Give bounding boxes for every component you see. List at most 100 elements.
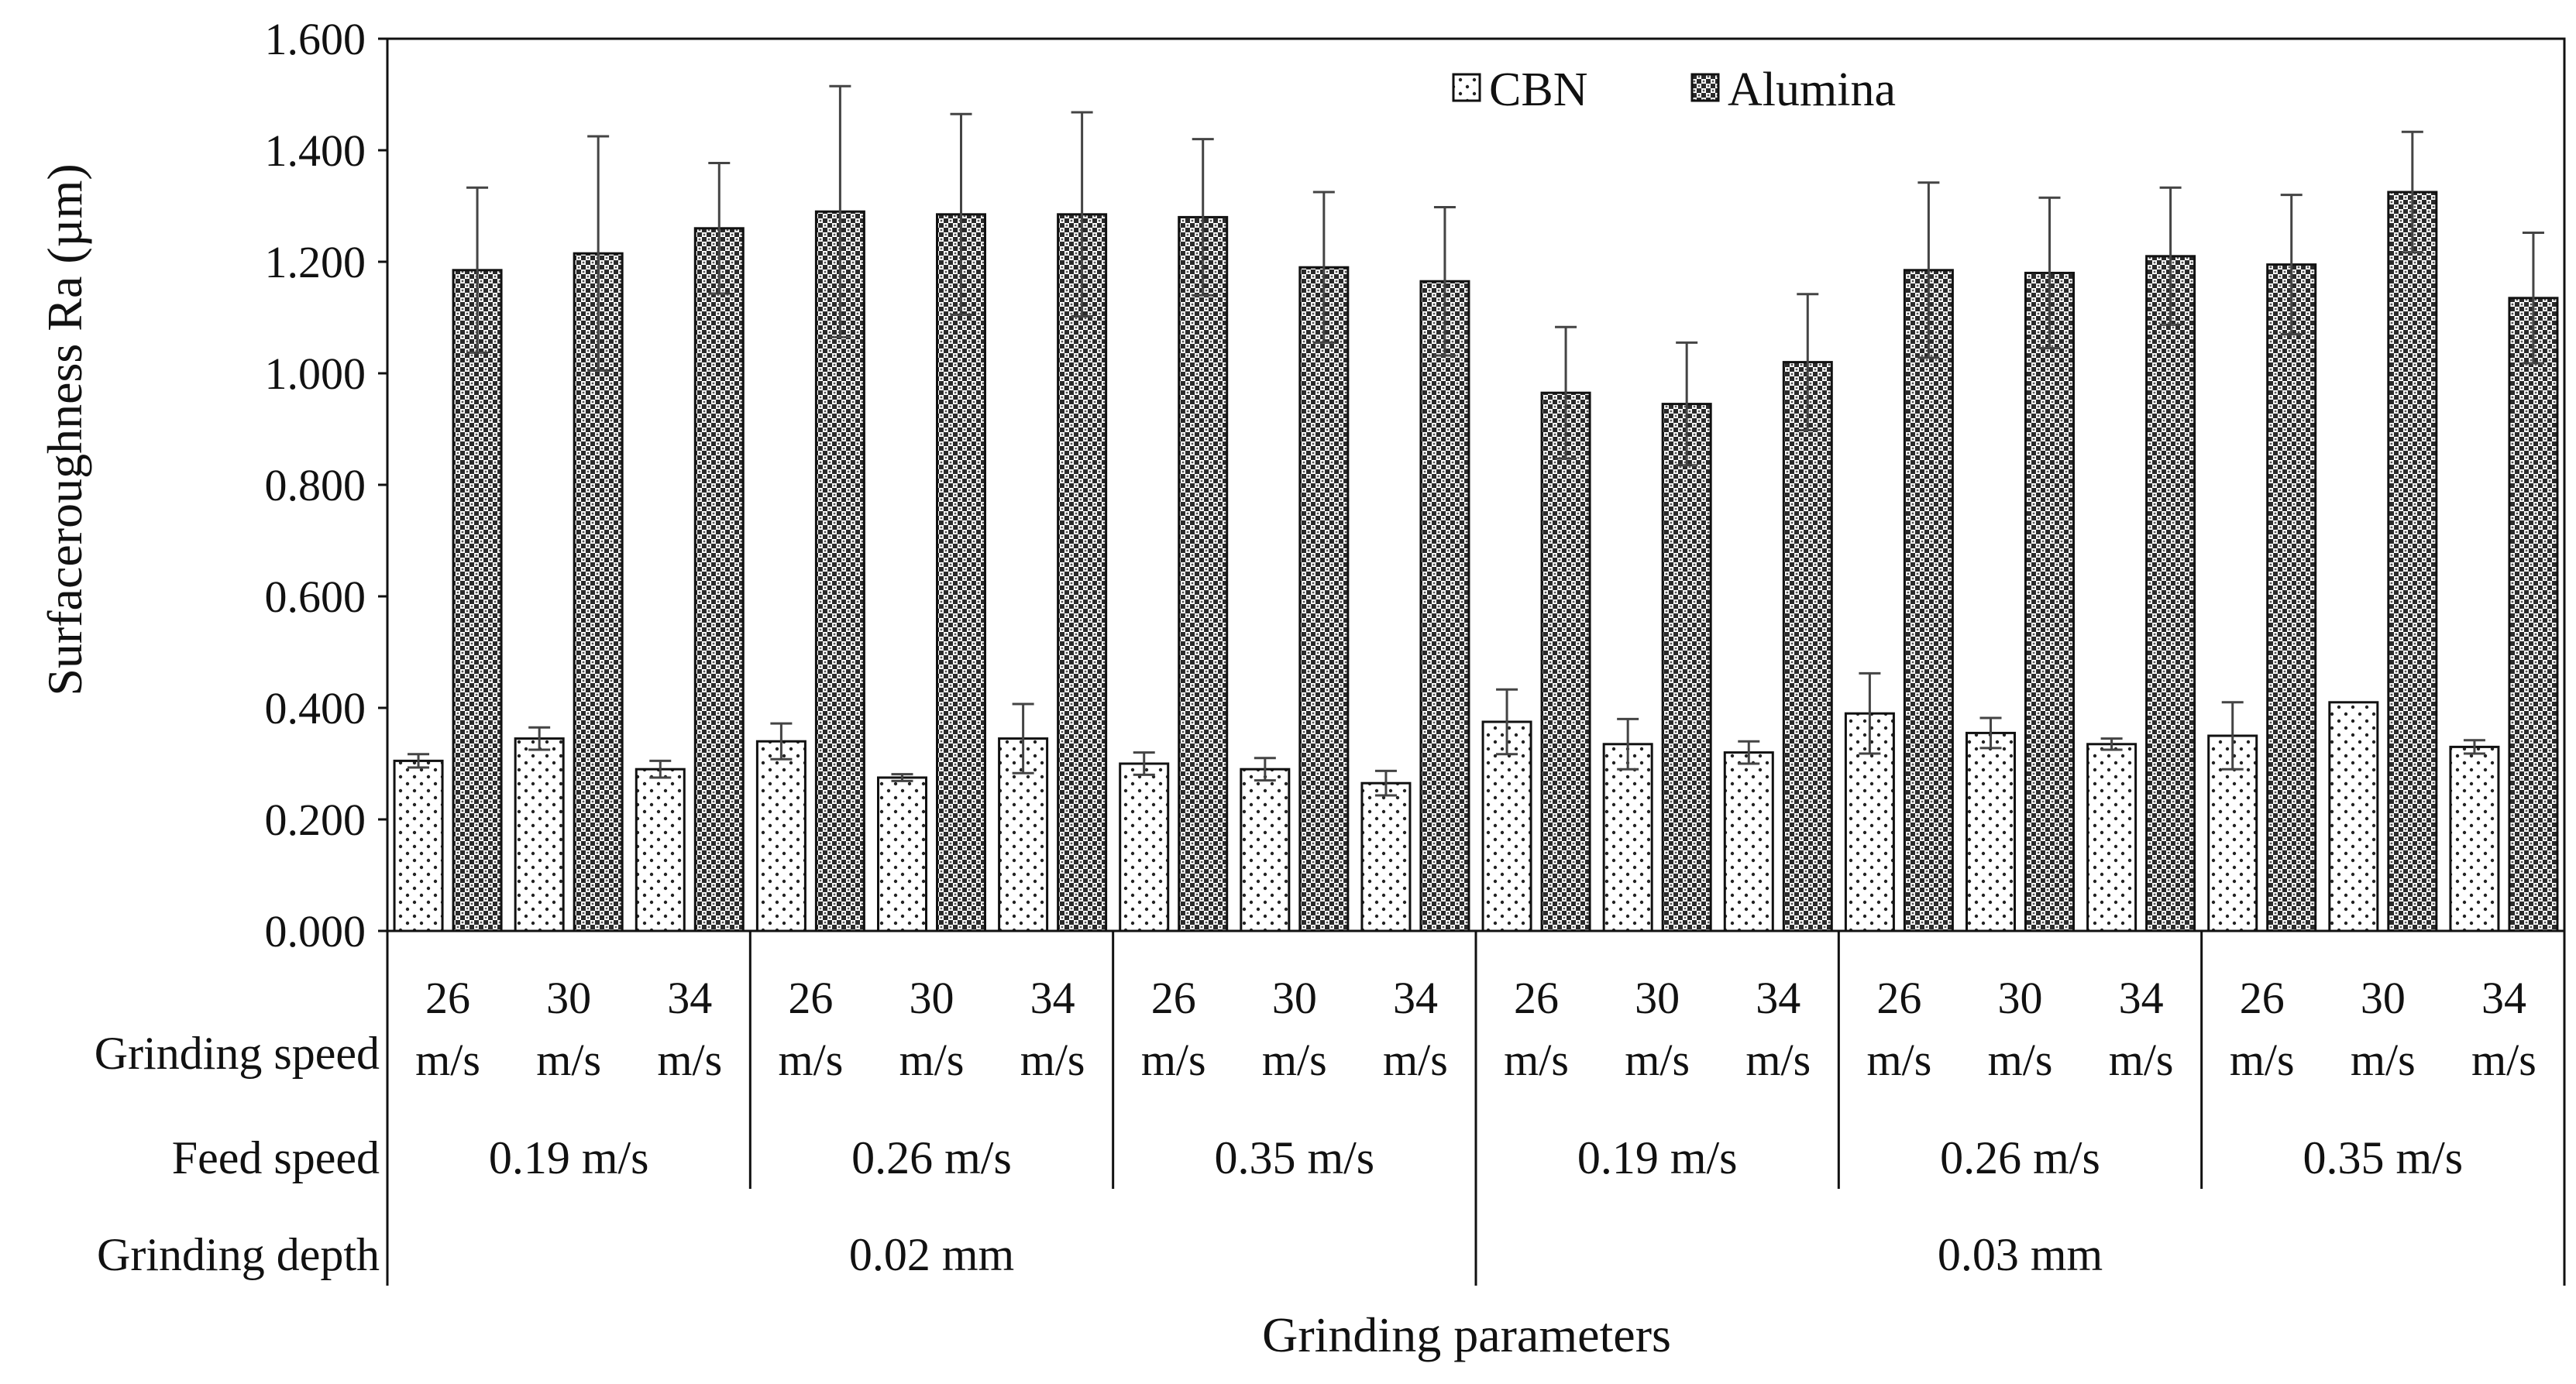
bar-cbn xyxy=(1966,731,2016,932)
grinding-speed-value: 30 xyxy=(1998,973,2043,1023)
grinding-speed-unit: m/s xyxy=(1625,1035,1690,1085)
bar-alumina xyxy=(1661,403,1712,932)
grinding-speed-value: 30 xyxy=(1272,973,1317,1023)
bar-cbn xyxy=(1602,743,1653,932)
grinding-speed-value: 34 xyxy=(2481,973,2526,1023)
grinding-speed-unit: m/s xyxy=(415,1035,480,1085)
y-tick-label: 1.000 xyxy=(265,349,366,399)
bar-alumina xyxy=(1903,269,1954,932)
y-tick-label: 0.000 xyxy=(265,906,366,956)
grinding-depth-value: 0.02 mm xyxy=(849,1229,1014,1280)
grinding-speed-value: 34 xyxy=(1756,973,1800,1023)
row-label-grinding-depth: Grinding depth xyxy=(97,1229,380,1280)
bar-cbn xyxy=(1240,768,1291,932)
grinding-speed-labels: 26 m/s 30 m/s 34 m/s 26 m/s 30 m/s 34 m/s 26 m/s 30 m/s… xyxy=(415,973,2536,1085)
grinding-depth-labels: 0.02 mm 0.03 mm xyxy=(849,1229,2103,1280)
feed-speed-value: 0.26 m/s xyxy=(1940,1132,2100,1183)
error-bars xyxy=(408,84,2544,797)
grinding-speed-unit: m/s xyxy=(1988,1035,2053,1085)
legend-label-alumina: Alumina xyxy=(1728,64,1896,116)
grinding-speed-unit: m/s xyxy=(899,1035,965,1085)
bar-cbn xyxy=(514,737,565,932)
grinding-speed-value: 30 xyxy=(910,973,954,1023)
grinding-speed-value: 26 xyxy=(788,973,833,1023)
grinding-speed-value: 26 xyxy=(2240,973,2285,1023)
y-tick-label: 0.200 xyxy=(265,795,366,845)
bar-alumina xyxy=(2024,271,2075,932)
grinding-depth-value: 0.03 mm xyxy=(1938,1229,2103,1280)
bar-alumina xyxy=(1057,213,1108,932)
feed-speed-value: 0.35 m/s xyxy=(2303,1132,2463,1183)
bar-cbn xyxy=(1360,781,1412,932)
legend-swatch-alumina xyxy=(1690,73,1720,102)
bar-cbn xyxy=(877,776,927,932)
bar-alumina xyxy=(2387,191,2438,932)
grinding-speed-value: 34 xyxy=(1393,973,1438,1023)
y-tick-label: 0.600 xyxy=(265,572,366,622)
bars xyxy=(393,191,2559,932)
grinding-speed-unit: m/s xyxy=(1383,1035,1448,1085)
bar-alumina xyxy=(1419,280,1470,932)
grinding-speed-unit: m/s xyxy=(778,1035,843,1085)
y-tick-label: 0.800 xyxy=(265,460,366,510)
grinding-speed-value: 34 xyxy=(2119,973,2164,1023)
bar-alumina xyxy=(2145,255,2196,932)
grinding-speed-value: 26 xyxy=(1876,973,1921,1023)
bar-cbn xyxy=(1723,751,1774,932)
bar-alumina xyxy=(452,269,503,932)
y-tick-label: 0.400 xyxy=(265,683,366,733)
y-axis-ticks: 0.000 0.200 0.400 0.600 0.800 1.000 1.200 1.400… xyxy=(265,14,387,956)
legend-label-cbn: CBN xyxy=(1489,64,1587,116)
grinding-speed-unit: m/s xyxy=(657,1035,722,1085)
grinding-speed-unit: m/s xyxy=(2471,1035,2536,1085)
bar-alumina xyxy=(936,213,986,932)
feed-speed-labels: 0.19 m/s 0.26 m/s 0.35 m/s 0.19 m/s 0.26 m/s… xyxy=(489,1132,2463,1183)
grinding-speed-unit: m/s xyxy=(1745,1035,1811,1085)
grinding-speed-unit: m/s xyxy=(1866,1035,1931,1085)
bar-alumina xyxy=(2508,297,2559,932)
bar-alumina xyxy=(693,227,745,932)
grinding-speed-value: 34 xyxy=(667,973,712,1023)
feed-speed-value: 0.19 m/s xyxy=(1577,1132,1738,1183)
grinding-speed-value: 26 xyxy=(425,973,470,1023)
y-tick-label: 1.600 xyxy=(265,14,366,64)
y-axis-title: Surfaceroughness Ra (µm) xyxy=(37,163,92,695)
bar-alumina xyxy=(1298,266,1350,932)
grinding-speed-unit: m/s xyxy=(1262,1035,1327,1085)
grinding-speed-unit: m/s xyxy=(1141,1035,1206,1085)
feed-speed-value: 0.35 m/s xyxy=(1214,1132,1374,1183)
x-axis-title: Grinding parameters xyxy=(1262,1307,1671,1362)
bar-cbn xyxy=(635,768,686,932)
grinding-speed-value: 30 xyxy=(546,973,591,1023)
grinding-speed-value: 26 xyxy=(1514,973,1559,1023)
grinding-speed-value: 34 xyxy=(1030,973,1075,1023)
feed-speed-value: 0.19 m/s xyxy=(489,1132,649,1183)
grinding-speed-unit: m/s xyxy=(2109,1035,2174,1085)
bar-alumina xyxy=(1540,391,1591,932)
feed-speed-value: 0.26 m/s xyxy=(851,1132,1012,1183)
bar-cbn xyxy=(2086,743,2137,932)
bar-cbn xyxy=(755,740,807,932)
legend: CBN Alumina xyxy=(1452,64,1896,116)
bar-alumina xyxy=(2266,263,2317,932)
grinding-speed-value: 26 xyxy=(1151,973,1196,1023)
bar-cbn xyxy=(2328,701,2379,932)
y-tick-label: 1.400 xyxy=(265,125,366,176)
grinding-speed-unit: m/s xyxy=(536,1035,601,1085)
grinding-speed-value: 30 xyxy=(2361,973,2406,1023)
bar-cbn xyxy=(2449,745,2500,932)
y-tick-label: 1.200 xyxy=(265,237,366,287)
bar-alumina xyxy=(1782,361,1833,932)
grinding-speed-unit: m/s xyxy=(1504,1035,1569,1085)
legend-swatch-cbn xyxy=(1452,73,1481,102)
bar-alumina xyxy=(1178,215,1229,932)
bar-cbn xyxy=(393,759,444,932)
grinding-speed-unit: m/s xyxy=(2230,1035,2295,1085)
row-label-feed-speed: Feed speed xyxy=(172,1132,380,1183)
table-dividers xyxy=(386,931,2566,1286)
grinding-speed-unit: m/s xyxy=(1020,1035,1085,1085)
grinding-speed-value: 30 xyxy=(1635,973,1680,1023)
grinding-speed-unit: m/s xyxy=(2351,1035,2416,1085)
bar-cbn xyxy=(1119,762,1170,932)
